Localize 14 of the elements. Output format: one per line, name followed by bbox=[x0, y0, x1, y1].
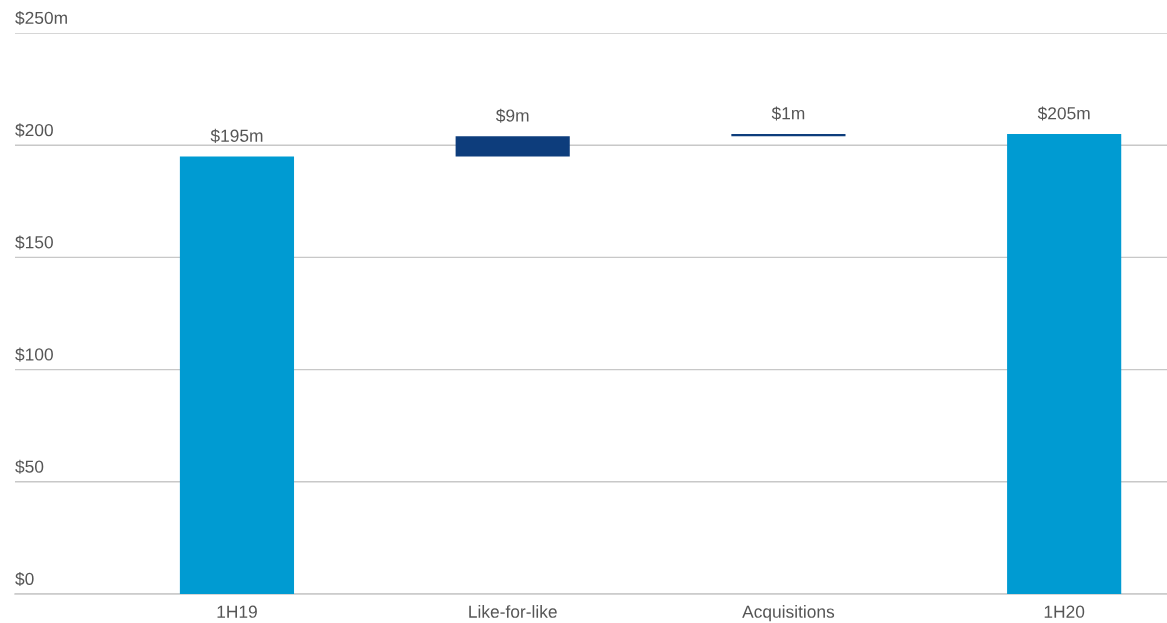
y-tick-label: $150 bbox=[15, 235, 53, 250]
x-tick-label: Like-for-like bbox=[469, 605, 557, 618]
x-tick-label: 1H19 bbox=[217, 605, 257, 618]
data-label: $195m bbox=[210, 128, 263, 143]
y-tick-label: $200 bbox=[15, 123, 53, 138]
x-tick-label: 1H20 bbox=[1044, 605, 1085, 618]
data-label: $1m bbox=[771, 106, 805, 121]
y-tick-label: $50 bbox=[15, 459, 44, 474]
y-tick-label: $100 bbox=[15, 347, 53, 362]
y-tick-label: $250m bbox=[15, 10, 67, 26]
data-label: $205m bbox=[1037, 106, 1090, 121]
data-label: $9m bbox=[495, 108, 529, 123]
y-tick-label: $0 bbox=[15, 571, 34, 587]
x-tick-label: Acquisitions bbox=[742, 605, 835, 622]
